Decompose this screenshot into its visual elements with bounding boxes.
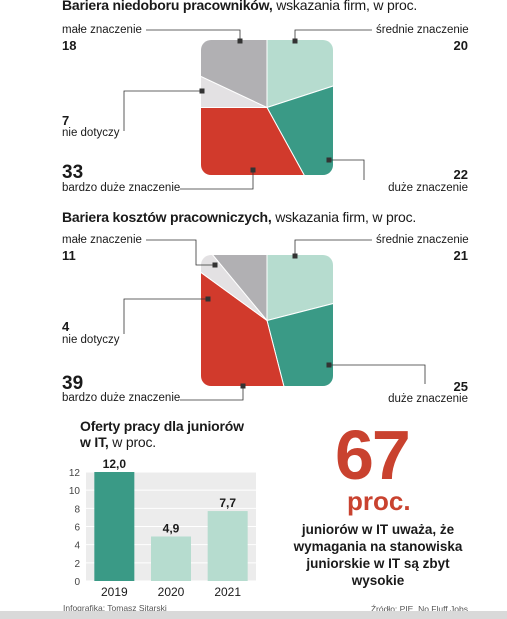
pie2-label-male: małe znaczenie — [62, 234, 142, 246]
pie-slice — [201, 107, 333, 175]
pie-slice — [201, 255, 268, 322]
pie2-label-nie-dotyczy: nie dotyczy — [62, 334, 120, 346]
x-tick-label: 2021 — [214, 585, 241, 599]
pie-slice — [266, 40, 333, 109]
leader-dot — [205, 296, 211, 302]
leader-line — [294, 239, 372, 256]
leader-dot — [199, 88, 205, 94]
pie1-label-srednie: średnie znaczenie — [376, 24, 469, 36]
leader-dot — [326, 362, 332, 368]
pie1-title: Bariera niedoboru pracowników, wskazania… — [62, 0, 418, 13]
pie-slice — [201, 255, 308, 386]
y-tick-label: 8 — [74, 504, 80, 515]
bar-chart-junior-offers: 0 2 4 6 8 10 12 12,0 2019 4,9 2020 7,7 2021 — [69, 457, 256, 599]
pie1-label-bardzo-duze: bardzo duże znaczenie — [62, 182, 181, 194]
pie2-value-male: 11 — [62, 248, 76, 263]
y-tick-label: 10 — [69, 486, 81, 497]
pie2-value-nie-dotyczy: 4 — [62, 319, 70, 334]
pie-slice — [266, 57, 333, 175]
leader-line — [146, 239, 215, 266]
pie2-title: Bariera kosztów pracowniczych, wskazania… — [62, 209, 417, 225]
highlight-text: juniorów w IT uważa, że wymagania na sta… — [293, 522, 463, 588]
leader-line — [180, 170, 254, 190]
leader-dot — [250, 167, 256, 173]
graphic-credit: Infografika: Tomasz Sitarski — [63, 603, 167, 613]
highlight-number: 67 — [335, 416, 411, 494]
pie-slice — [201, 255, 268, 321]
leader-line — [123, 298, 208, 334]
leader-line — [123, 90, 202, 131]
pie2-label-duze: duże znaczenie — [388, 393, 468, 405]
pie-slice — [266, 255, 333, 322]
footer-bar — [0, 611, 507, 619]
leader-line — [180, 386, 244, 401]
pie1-value-male: 18 — [62, 38, 77, 53]
y-tick-label: 6 — [74, 523, 80, 534]
leader-dot — [212, 262, 218, 268]
bar — [151, 536, 191, 581]
pie2-value-srednie: 21 — [453, 248, 468, 263]
pie2-label-bardzo-duze: bardzo duże znaczenie — [62, 392, 181, 404]
leader-line — [329, 364, 426, 384]
pie1-label-male: małe znaczenie — [62, 24, 142, 36]
pie-slice — [201, 40, 268, 108]
pie2-value-bardzo-duze: 39 — [62, 373, 84, 394]
pie-slice — [201, 40, 268, 109]
leader-dot — [237, 38, 243, 44]
pie1-value-nie-dotyczy: 7 — [62, 113, 70, 128]
leader-line — [329, 159, 365, 180]
y-tick-label: 0 — [74, 577, 80, 588]
leader-dot — [240, 383, 246, 389]
x-tick-label: 2020 — [158, 585, 185, 599]
y-tick-label: 4 — [74, 541, 80, 552]
pie-slice — [266, 280, 333, 386]
pie1-label-nie-dotyczy: nie dotyczy — [62, 127, 120, 139]
leader-line — [294, 29, 372, 41]
pie1-value-srednie: 20 — [453, 38, 468, 53]
y-tick-label: 2 — [74, 559, 80, 570]
bar-value-label: 4,9 — [163, 521, 180, 535]
leader-dot — [292, 38, 298, 44]
bar — [94, 472, 135, 581]
pie-chart-staff-costs — [123, 239, 426, 401]
data-source: Źródło: PIE, No Fluff Jobs — [370, 604, 468, 614]
pie1-value-duze: 22 — [453, 167, 468, 182]
pie2-value-duze: 25 — [453, 379, 468, 394]
bar-title: Oferty pracy dla juniorów w IT, w proc. — [80, 418, 244, 450]
leader-dot — [326, 157, 332, 163]
highlight-unit: proc. — [347, 486, 411, 516]
pie1-value-bardzo-duze: 33 — [62, 162, 84, 183]
pie1-label-duze: duże znaczenie — [388, 182, 468, 194]
bar — [207, 511, 248, 581]
pie-chart-staff-shortage — [123, 29, 372, 190]
pie2-label-srednie: średnie znaczenie — [376, 234, 469, 246]
bar-value-label: 7,7 — [219, 496, 236, 510]
x-tick-label: 2019 — [101, 585, 128, 599]
leader-dot — [292, 253, 298, 259]
leader-line — [146, 29, 241, 41]
y-tick-label: 12 — [69, 468, 81, 479]
bar-value-label: 12,0 — [103, 457, 127, 471]
